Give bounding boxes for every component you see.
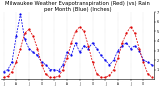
Title: Milwaukee Weather Evapotranspiration (Red) (vs) Rain per Month (Blue) (Inches): Milwaukee Weather Evapotranspiration (Re… bbox=[5, 1, 150, 12]
